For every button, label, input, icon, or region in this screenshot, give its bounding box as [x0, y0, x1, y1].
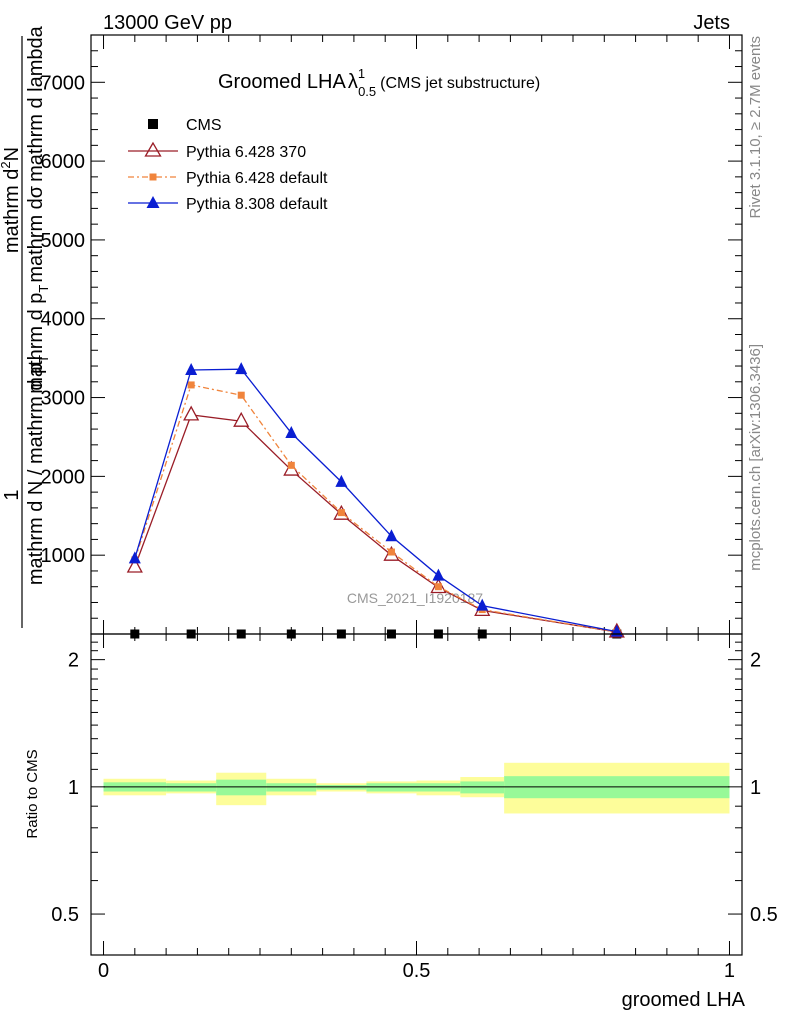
- point-p6_default: [337, 509, 345, 517]
- xlabel: groomed LHA: [622, 989, 746, 1011]
- main-ytick-label: 5000: [41, 230, 86, 252]
- point-p6_370: [183, 405, 200, 421]
- ratio-ytick-label-right: 2: [750, 650, 761, 672]
- point-p6_default: [187, 381, 195, 389]
- main-ytick-labels: 1000 2000 3000 4000 5000 6000 7000: [41, 72, 86, 567]
- ratio-xtick-labels: 0 0.5 1: [98, 960, 735, 982]
- legend: CMS Pythia 6.428 370 Pythia 6.428 defaul…: [128, 117, 328, 213]
- ratio-band-inner: [416, 783, 461, 792]
- point-p8_default: [128, 551, 141, 564]
- energy-label: 13000 GeV pp: [103, 12, 232, 34]
- title-symbol: λ: [348, 71, 358, 93]
- series-line-p6_default: [134, 384, 617, 633]
- legend-marker-cms: [148, 119, 158, 129]
- ratio-ytick-labels: 0.5 0.5 1 1 2 2: [51, 650, 778, 926]
- process-label: Jets: [693, 12, 730, 34]
- main-ytick-label: 6000: [41, 151, 86, 173]
- ylabel-den-1: mathrm d N / mathrm d pT: [25, 355, 51, 585]
- plot-title: Groomed LHA λ1 0.5 (CMS jet substructure): [218, 66, 540, 99]
- rivet-label: Rivet 3.1.10, ≥ 2.7M events: [747, 36, 764, 219]
- point-p6_370: [233, 411, 250, 427]
- watermark: CMS_2021_I1920187: [347, 590, 483, 606]
- ratio-ytick-label: 0.5: [51, 904, 79, 926]
- point-p6_370: [126, 557, 143, 573]
- main-ytick-label: 4000: [41, 309, 86, 331]
- title-sup: 1: [358, 66, 365, 81]
- ratio-ytick-label: 2: [68, 650, 79, 672]
- title-sub: 0.5: [358, 84, 376, 99]
- point-p6_default: [287, 461, 295, 469]
- xtick-label: 0.5: [403, 960, 431, 982]
- ratio-bands: [103, 762, 730, 814]
- title-suffix: (CMS jet substructure): [380, 75, 540, 92]
- point-p6_default: [387, 548, 395, 556]
- ratio-panel: 0.5 0.51 12 2 0 0.5 1 Ratio to CMS groomed LH…: [24, 633, 778, 1011]
- ratio-ytick-label-right: 1: [750, 777, 761, 799]
- ratio-band-inner: [166, 783, 217, 792]
- ratio-ticks: [91, 634, 742, 955]
- mcplots-label: mcplots.cern.ch [arXiv:1306.3436]: [747, 344, 764, 571]
- xtick-label: 0: [98, 960, 109, 982]
- point-p8_default: [385, 529, 398, 542]
- ratio-band-inner: [216, 779, 267, 796]
- main-ylabel: 1 mathrm d N / mathrm d pT mathrm d2N ma…: [0, 25, 51, 628]
- main-panel: 1000 2000 3000 4000 5000 6000 7000 Groomed LHA…: [0, 25, 743, 639]
- legend-label-p6-370: Pythia 6.428 370: [186, 144, 306, 161]
- ratio-band-inner: [460, 781, 505, 794]
- ratio-ytick-label: 1: [68, 777, 79, 799]
- ylabel-den-2: mathrm d pTmathrm dσmathrm d lambda: [25, 25, 51, 393]
- legend-marker-p6-default: [149, 173, 157, 181]
- point-p8_default: [285, 426, 298, 439]
- ratio-ytick-label-right: 0.5: [750, 904, 778, 926]
- point-p6_default: [237, 391, 245, 399]
- title-text: Groomed LHA: [218, 71, 346, 93]
- legend-label-p6-default: Pythia 6.428 default: [186, 170, 328, 187]
- main-ytick-label: 2000: [41, 466, 86, 488]
- point-p8_default: [185, 362, 198, 375]
- legend-marker-p6-370: [144, 141, 162, 157]
- main-ytick-label: 7000: [41, 72, 86, 94]
- ratio-frame: [90, 633, 743, 956]
- point-p8_default: [432, 568, 445, 581]
- ratio-ylabel: Ratio to CMS: [24, 749, 41, 838]
- main-ytick-label: 1000: [41, 545, 86, 567]
- point-p8_default: [335, 474, 348, 487]
- main-ytick-label: 3000: [41, 388, 86, 410]
- legend-label-cms: CMS: [186, 117, 222, 134]
- main-ticks: [91, 35, 742, 634]
- point-p6_default: [434, 583, 442, 591]
- ylabel-num-2: mathrm d2N: [0, 147, 23, 253]
- legend-label-p8-default: Pythia 8.308 default: [186, 196, 328, 213]
- xtick-label: 1: [724, 960, 735, 982]
- ratio-band-inner: [366, 783, 417, 792]
- ylabel-num-1: 1: [1, 489, 23, 500]
- point-p8_default: [476, 598, 489, 611]
- ratio-band-inner: [266, 783, 317, 792]
- legend-marker-p8-default: [146, 196, 160, 208]
- point-p8_default: [235, 362, 248, 375]
